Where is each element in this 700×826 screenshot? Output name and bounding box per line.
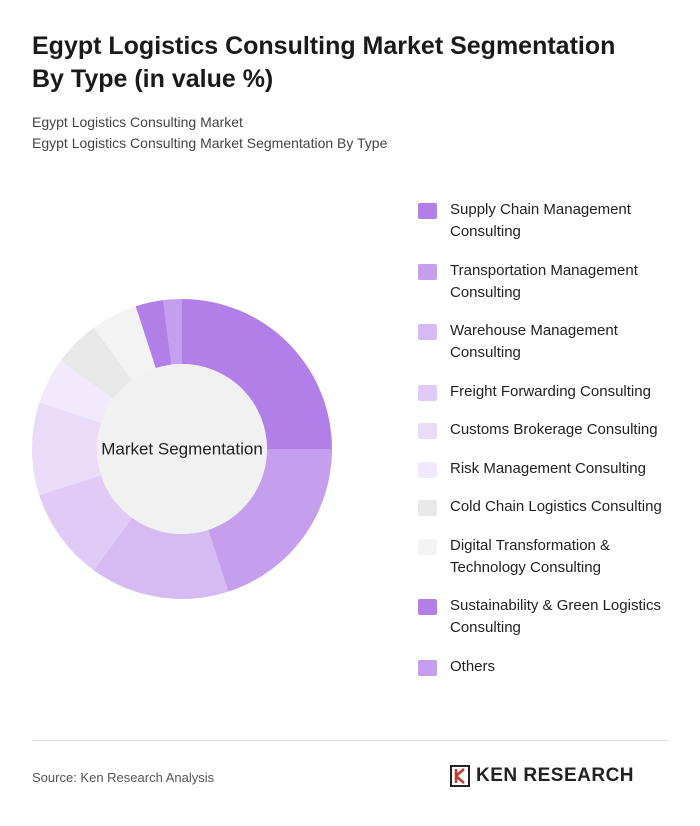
legend-label: Sustainability & Green Logistics Consult…: [450, 597, 661, 636]
divider: [32, 740, 668, 741]
legend-item: Digital Transformation & Technology Cons…: [418, 535, 678, 579]
donut-segment: [32, 402, 102, 496]
subtitle: Egypt Logistics Consulting Market: [32, 114, 243, 130]
legend-item: Others: [418, 656, 678, 678]
legend-swatch: [418, 599, 437, 615]
legend-swatch: [418, 423, 437, 439]
center-label: Market Segmentation: [101, 439, 263, 458]
logo: KEN RESEARCH: [450, 765, 634, 787]
logo-text: KEN RESEARCH: [476, 765, 635, 786]
legend-label: Supply Chain Management Consulting: [450, 201, 631, 240]
legend-item: Cold Chain Logistics Consulting: [418, 496, 678, 518]
donut-segment: [182, 299, 332, 449]
donut-segment: [39, 475, 133, 571]
donut-segment: [39, 360, 114, 423]
donut-segment: [135, 300, 172, 369]
legend-label: Risk Management Consulting: [450, 459, 646, 477]
donut-hole: [97, 364, 267, 534]
legend-swatch: [418, 659, 437, 676]
legend-item: Risk Management Consulting: [418, 458, 678, 480]
legend-item: Sustainability & Green Logistics Consult…: [418, 595, 678, 639]
chart-title: Egypt Logistics Consulting Market Segmen…: [32, 32, 616, 93]
legend-item: Transportation Management Consulting: [418, 260, 678, 304]
legend-swatch: [418, 500, 437, 516]
legend-swatch: [418, 461, 437, 478]
legend-label: Warehouse Management Consulting: [450, 322, 618, 361]
legend-label: Freight Forwarding Consulting: [450, 382, 651, 400]
donut-segment: [208, 449, 332, 592]
source: Source: Ken Research Analysis: [32, 770, 215, 785]
legend-label: Transportation Management Consulting: [450, 261, 638, 301]
donut-segment: [93, 306, 156, 381]
legend-label: Digital Transformation & Technology Cons…: [450, 536, 611, 576]
donut-segment: [93, 517, 229, 599]
donut-segment: [163, 299, 182, 365]
legend-swatch: [418, 384, 437, 401]
donut-chart: Market Segmentation: [32, 299, 332, 599]
legend-swatch: [418, 263, 437, 280]
legend-item: Warehouse Management Consulting: [418, 320, 678, 364]
legend-label: Customs Brokerage Consulting: [450, 421, 658, 438]
donut-segment: [60, 327, 133, 400]
logo-icon: [450, 765, 470, 787]
legend: Supply Chain Management Consulting Transp…: [418, 199, 678, 694]
legend-swatch: [418, 538, 437, 555]
legend-swatch: [418, 324, 437, 340]
subtitle: Egypt Logistics Consulting Market Segmen…: [32, 135, 388, 151]
legend-item: Freight Forwarding Consulting: [418, 381, 678, 403]
legend-item: Supply Chain Management Consulting: [418, 199, 678, 243]
legend-swatch: [418, 203, 437, 219]
legend-label: Others: [450, 657, 496, 675]
legend-label: Cold Chain Logistics Consulting: [450, 498, 662, 515]
legend-item: Customs Brokerage Consulting: [418, 419, 678, 441]
